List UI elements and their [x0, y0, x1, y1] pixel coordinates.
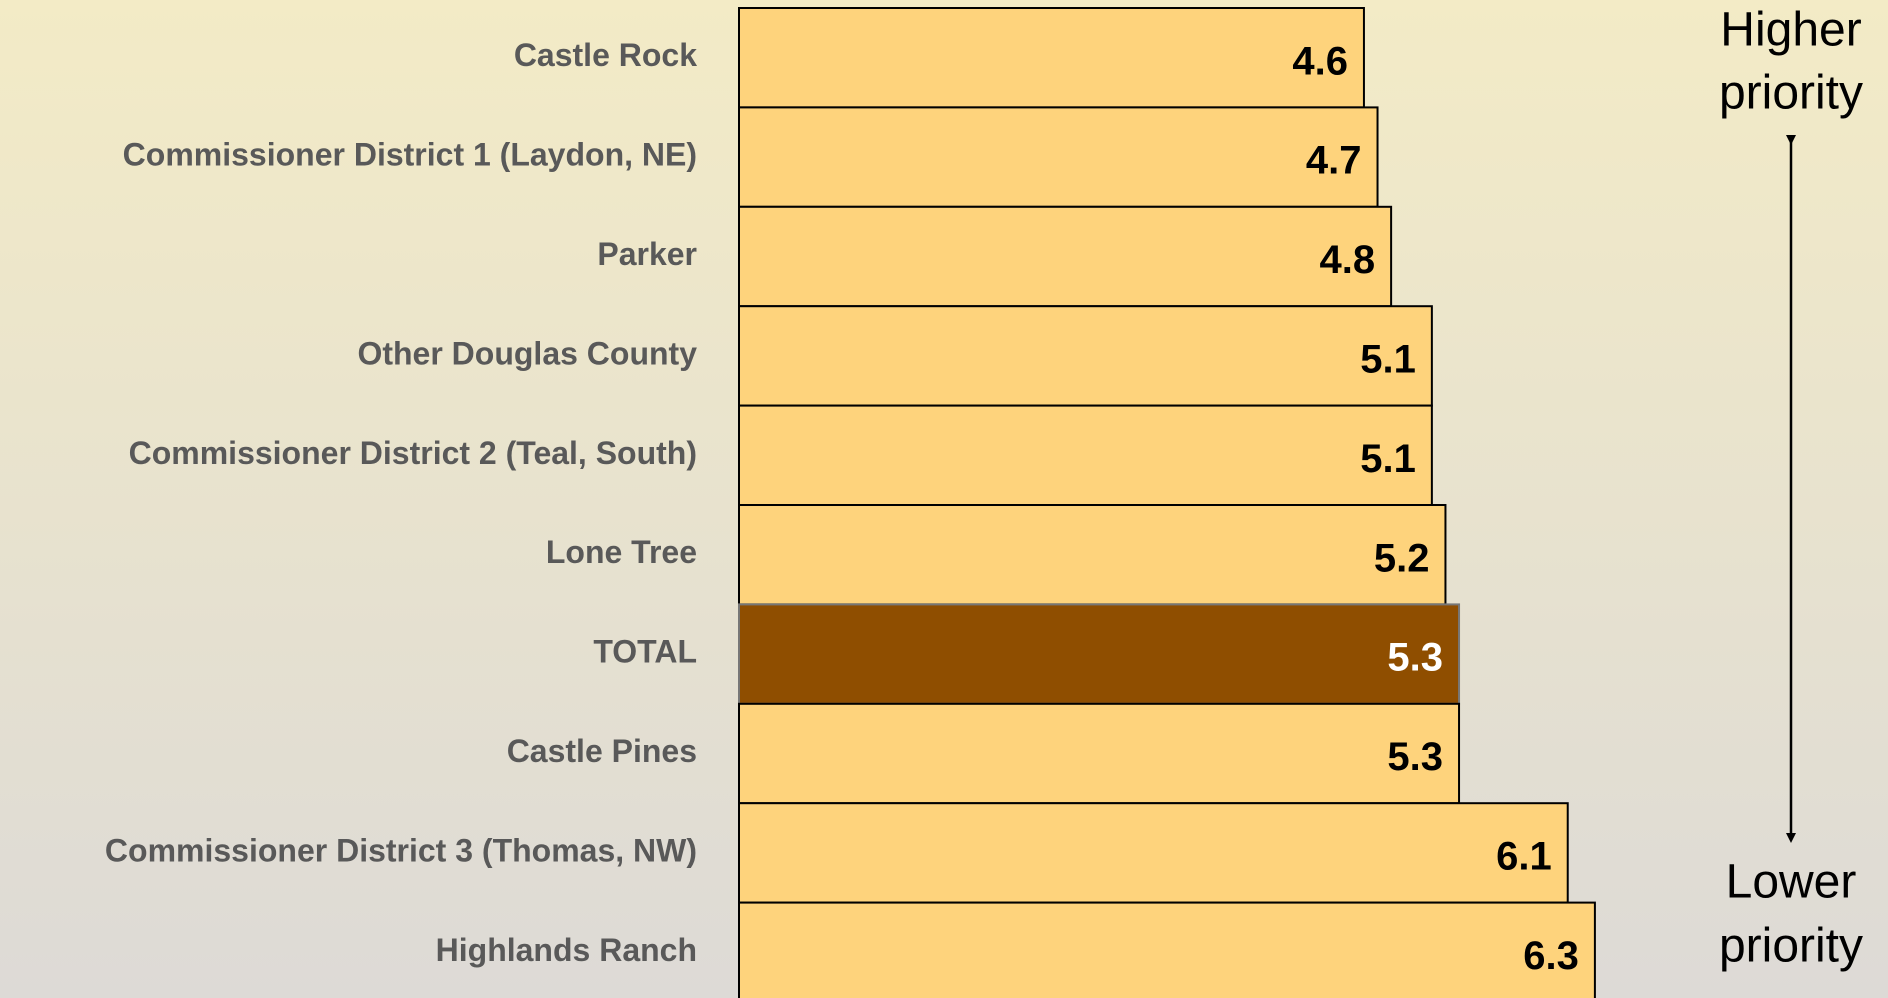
- annotation: priority: [1719, 920, 1863, 973]
- value-label: 5.3: [1387, 735, 1443, 779]
- category-label: Castle Pines: [507, 733, 697, 769]
- category-label: Lone Tree: [546, 534, 697, 570]
- bar: [738, 7, 1365, 109]
- category-label: Commissioner District 3 (Thomas, NW): [105, 832, 697, 868]
- annotation: Higher: [1720, 4, 1861, 57]
- value-label: 4.6: [1292, 39, 1348, 83]
- value-label: 5.1: [1360, 337, 1416, 381]
- value-label: 5.1: [1360, 437, 1416, 481]
- value-label: 4.7: [1306, 139, 1362, 183]
- annotation: Lower: [1726, 856, 1857, 909]
- category-label: Commissioner District 2 (Teal, South): [129, 435, 697, 471]
- value-label: 6.1: [1496, 834, 1552, 878]
- category-label: TOTAL: [593, 634, 697, 670]
- bar: [738, 205, 1393, 308]
- bar: [738, 802, 1569, 904]
- bar: [738, 702, 1461, 805]
- bar: [738, 901, 1596, 998]
- bar: [738, 106, 1379, 208]
- value-label: 5.2: [1374, 536, 1430, 580]
- category-label: Highlands Ranch: [436, 932, 697, 968]
- category-label: Other Douglas County: [357, 335, 697, 371]
- bar: [738, 504, 1447, 606]
- value-label: 5.3: [1387, 636, 1443, 680]
- annotation: priority: [1719, 67, 1863, 120]
- category-label: Castle Rock: [514, 37, 697, 73]
- bar: [738, 305, 1433, 407]
- bar: [738, 404, 1433, 507]
- category-label: Parker: [597, 236, 697, 272]
- category-label: Commissioner District 1 (Laydon, NE): [123, 137, 697, 173]
- bar: [738, 603, 1461, 705]
- value-label: 4.8: [1320, 238, 1376, 282]
- value-label: 6.3: [1523, 934, 1579, 978]
